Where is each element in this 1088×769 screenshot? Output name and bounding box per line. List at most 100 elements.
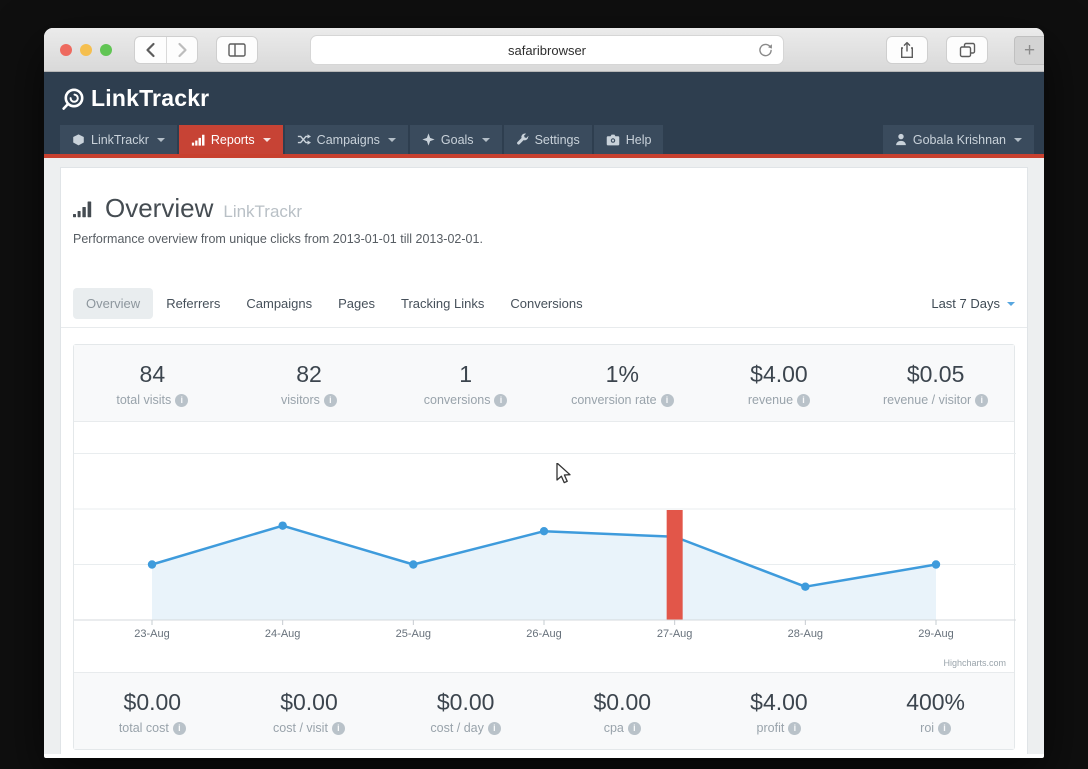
cube-icon <box>73 133 84 145</box>
refresh-icon <box>759 43 772 57</box>
nav-item-goals[interactable]: Goals <box>409 125 502 154</box>
wrench-icon <box>516 133 529 145</box>
forward-chevron-icon <box>177 42 187 57</box>
page-subtitle: Performance overview from unique clicks … <box>73 232 483 246</box>
highcharts-credit[interactable]: Highcharts.com <box>943 658 1006 668</box>
nav-label: Reports <box>210 132 255 147</box>
chevron-down-icon <box>387 137 396 142</box>
stat-cost-per-day: $0.00 cost / day i <box>387 689 544 735</box>
back-button[interactable] <box>135 37 166 63</box>
browser-toolbar: safaribrowser + <box>44 28 1044 72</box>
svg-text:29-Aug: 29-Aug <box>918 628 953 640</box>
stat-roi: 400% roi i <box>906 689 966 735</box>
date-range-label: Last 7 Days <box>931 296 1000 311</box>
new-tab-button[interactable]: + <box>1014 36 1044 65</box>
user-menu[interactable]: Gobala Krishnan <box>882 125 1034 154</box>
zoom-window-button[interactable] <box>100 43 112 56</box>
nav-label: Settings <box>534 132 580 147</box>
site-header: LinkTrackr <box>44 72 1044 125</box>
camera-icon <box>606 134 619 145</box>
plus-icon: + <box>1023 39 1036 61</box>
window-controls <box>60 43 112 56</box>
nav-label: Help <box>625 132 652 147</box>
linktrackr-logo-icon <box>62 88 84 110</box>
nav-item-help[interactable]: Help <box>593 125 664 154</box>
stat-visitors: 82 visitors i <box>231 361 388 407</box>
goal-star-icon <box>422 133 435 146</box>
bar-chart-icon <box>191 134 205 146</box>
visits-line-chart[interactable]: 23-Aug 24-Aug 25-Aug 26-Aug 27-Aug 28-Aug 29-A… <box>74 422 1016 672</box>
url-text: safaribrowser <box>507 42 587 58</box>
address-bar[interactable]: safaribrowser <box>310 35 784 65</box>
info-icon[interactable]: i <box>797 393 811 407</box>
info-icon[interactable]: i <box>494 393 508 407</box>
share-icon <box>901 41 913 58</box>
info-icon[interactable]: i <box>660 393 674 407</box>
refresh-button[interactable] <box>757 42 774 62</box>
info-icon[interactable]: i <box>323 393 337 407</box>
info-icon[interactable]: i <box>175 393 189 407</box>
sidebar-toggle-button[interactable] <box>216 35 258 64</box>
nav-item-campaigns[interactable]: Campaigns <box>284 125 408 154</box>
page-header: Overview LinkTrackr Performance overview… <box>61 168 1027 246</box>
stats-row-bottom: $0.00 total cost i $0.00 cost / visit i $0.0… <box>74 672 1014 749</box>
close-window-button[interactable] <box>60 43 72 56</box>
stat-revenue-per-visitor: $0.05 revenue / visitor i <box>857 361 1014 407</box>
nav-label: Goals <box>440 132 474 147</box>
info-icon[interactable]: i <box>938 721 952 735</box>
nav-item-linktrackr[interactable]: LinkTrackr <box>60 125 177 154</box>
overview-card: Overview LinkTrackr Performance overview… <box>60 167 1028 754</box>
minimize-window-button[interactable] <box>80 43 92 56</box>
chevron-down-icon <box>262 137 271 142</box>
svg-text:24-Aug: 24-Aug <box>265 628 300 640</box>
share-button[interactable] <box>886 36 928 64</box>
info-icon[interactable]: i <box>627 721 641 735</box>
date-range-selector[interactable]: Last 7 Days <box>931 296 1015 311</box>
user-name: Gobala Krishnan <box>912 132 1006 147</box>
tab-pages[interactable]: Pages <box>338 296 376 311</box>
forward-button[interactable] <box>166 36 197 63</box>
stat-conversion-rate: 1% conversion rate i <box>544 361 701 407</box>
shuffle-icon <box>297 134 311 145</box>
show-tabs-button[interactable] <box>946 36 988 64</box>
signal-bars-icon <box>73 201 92 218</box>
history-nav-group <box>134 35 198 64</box>
toolbar-right-buttons <box>886 36 988 64</box>
svg-text:25-Aug: 25-Aug <box>396 628 431 640</box>
stat-cpa: $0.00 cpa i <box>593 689 652 735</box>
back-chevron-icon <box>146 42 155 57</box>
svg-text:23-Aug: 23-Aug <box>134 628 169 640</box>
info-icon[interactable]: i <box>331 721 345 735</box>
page-title-suffix: LinkTrackr <box>223 202 303 221</box>
chevron-down-icon <box>481 137 490 142</box>
tab-tracking-links[interactable]: Tracking Links <box>401 296 485 311</box>
nav-item-reports[interactable]: Reports <box>178 125 283 154</box>
tab-referrers[interactable]: Referrers <box>166 296 221 311</box>
info-icon[interactable]: i <box>172 721 186 735</box>
info-icon[interactable]: i <box>975 393 989 407</box>
stat-revenue: $4.00 revenue i <box>701 361 858 407</box>
nav-label: LinkTrackr <box>91 132 149 147</box>
chevron-down-icon <box>1007 301 1015 306</box>
info-icon[interactable]: i <box>788 721 802 735</box>
nav-item-settings[interactable]: Settings <box>503 125 592 154</box>
stats-chart-panel: 84 total visits i 82 visitors i 1 conversions… <box>73 344 1016 750</box>
info-icon[interactable]: i <box>487 721 501 735</box>
chevron-down-icon <box>1014 137 1022 142</box>
linktrackr-logo[interactable]: LinkTrackr <box>60 85 209 112</box>
tab-campaigns[interactable]: Campaigns <box>246 296 313 311</box>
tabs-overview-icon <box>959 42 975 58</box>
stat-total-visits: 84 total visits i <box>74 361 231 407</box>
tab-conversions[interactable]: Conversions <box>510 296 583 311</box>
svg-text:26-Aug: 26-Aug <box>526 628 561 640</box>
stats-row-top: 84 total visits i 82 visitors i 1 conversions… <box>74 345 1014 422</box>
stat-total-cost: $0.00 total cost i <box>74 689 231 735</box>
sidebar-icon <box>228 42 246 57</box>
page-background: Overview LinkTrackr Performance overview… <box>44 158 1044 754</box>
browser-window: safaribrowser + LinkTrackr LinkTrackr <box>44 28 1044 758</box>
stat-cost-per-visit: $0.00 cost / visit i <box>231 689 388 735</box>
chevron-down-icon <box>156 137 165 142</box>
site-nav: LinkTrackr Reports Campaigns Goals Setti… <box>44 125 1044 158</box>
tab-overview[interactable]: Overview <box>73 288 154 319</box>
nav-label: Campaigns <box>316 132 380 147</box>
